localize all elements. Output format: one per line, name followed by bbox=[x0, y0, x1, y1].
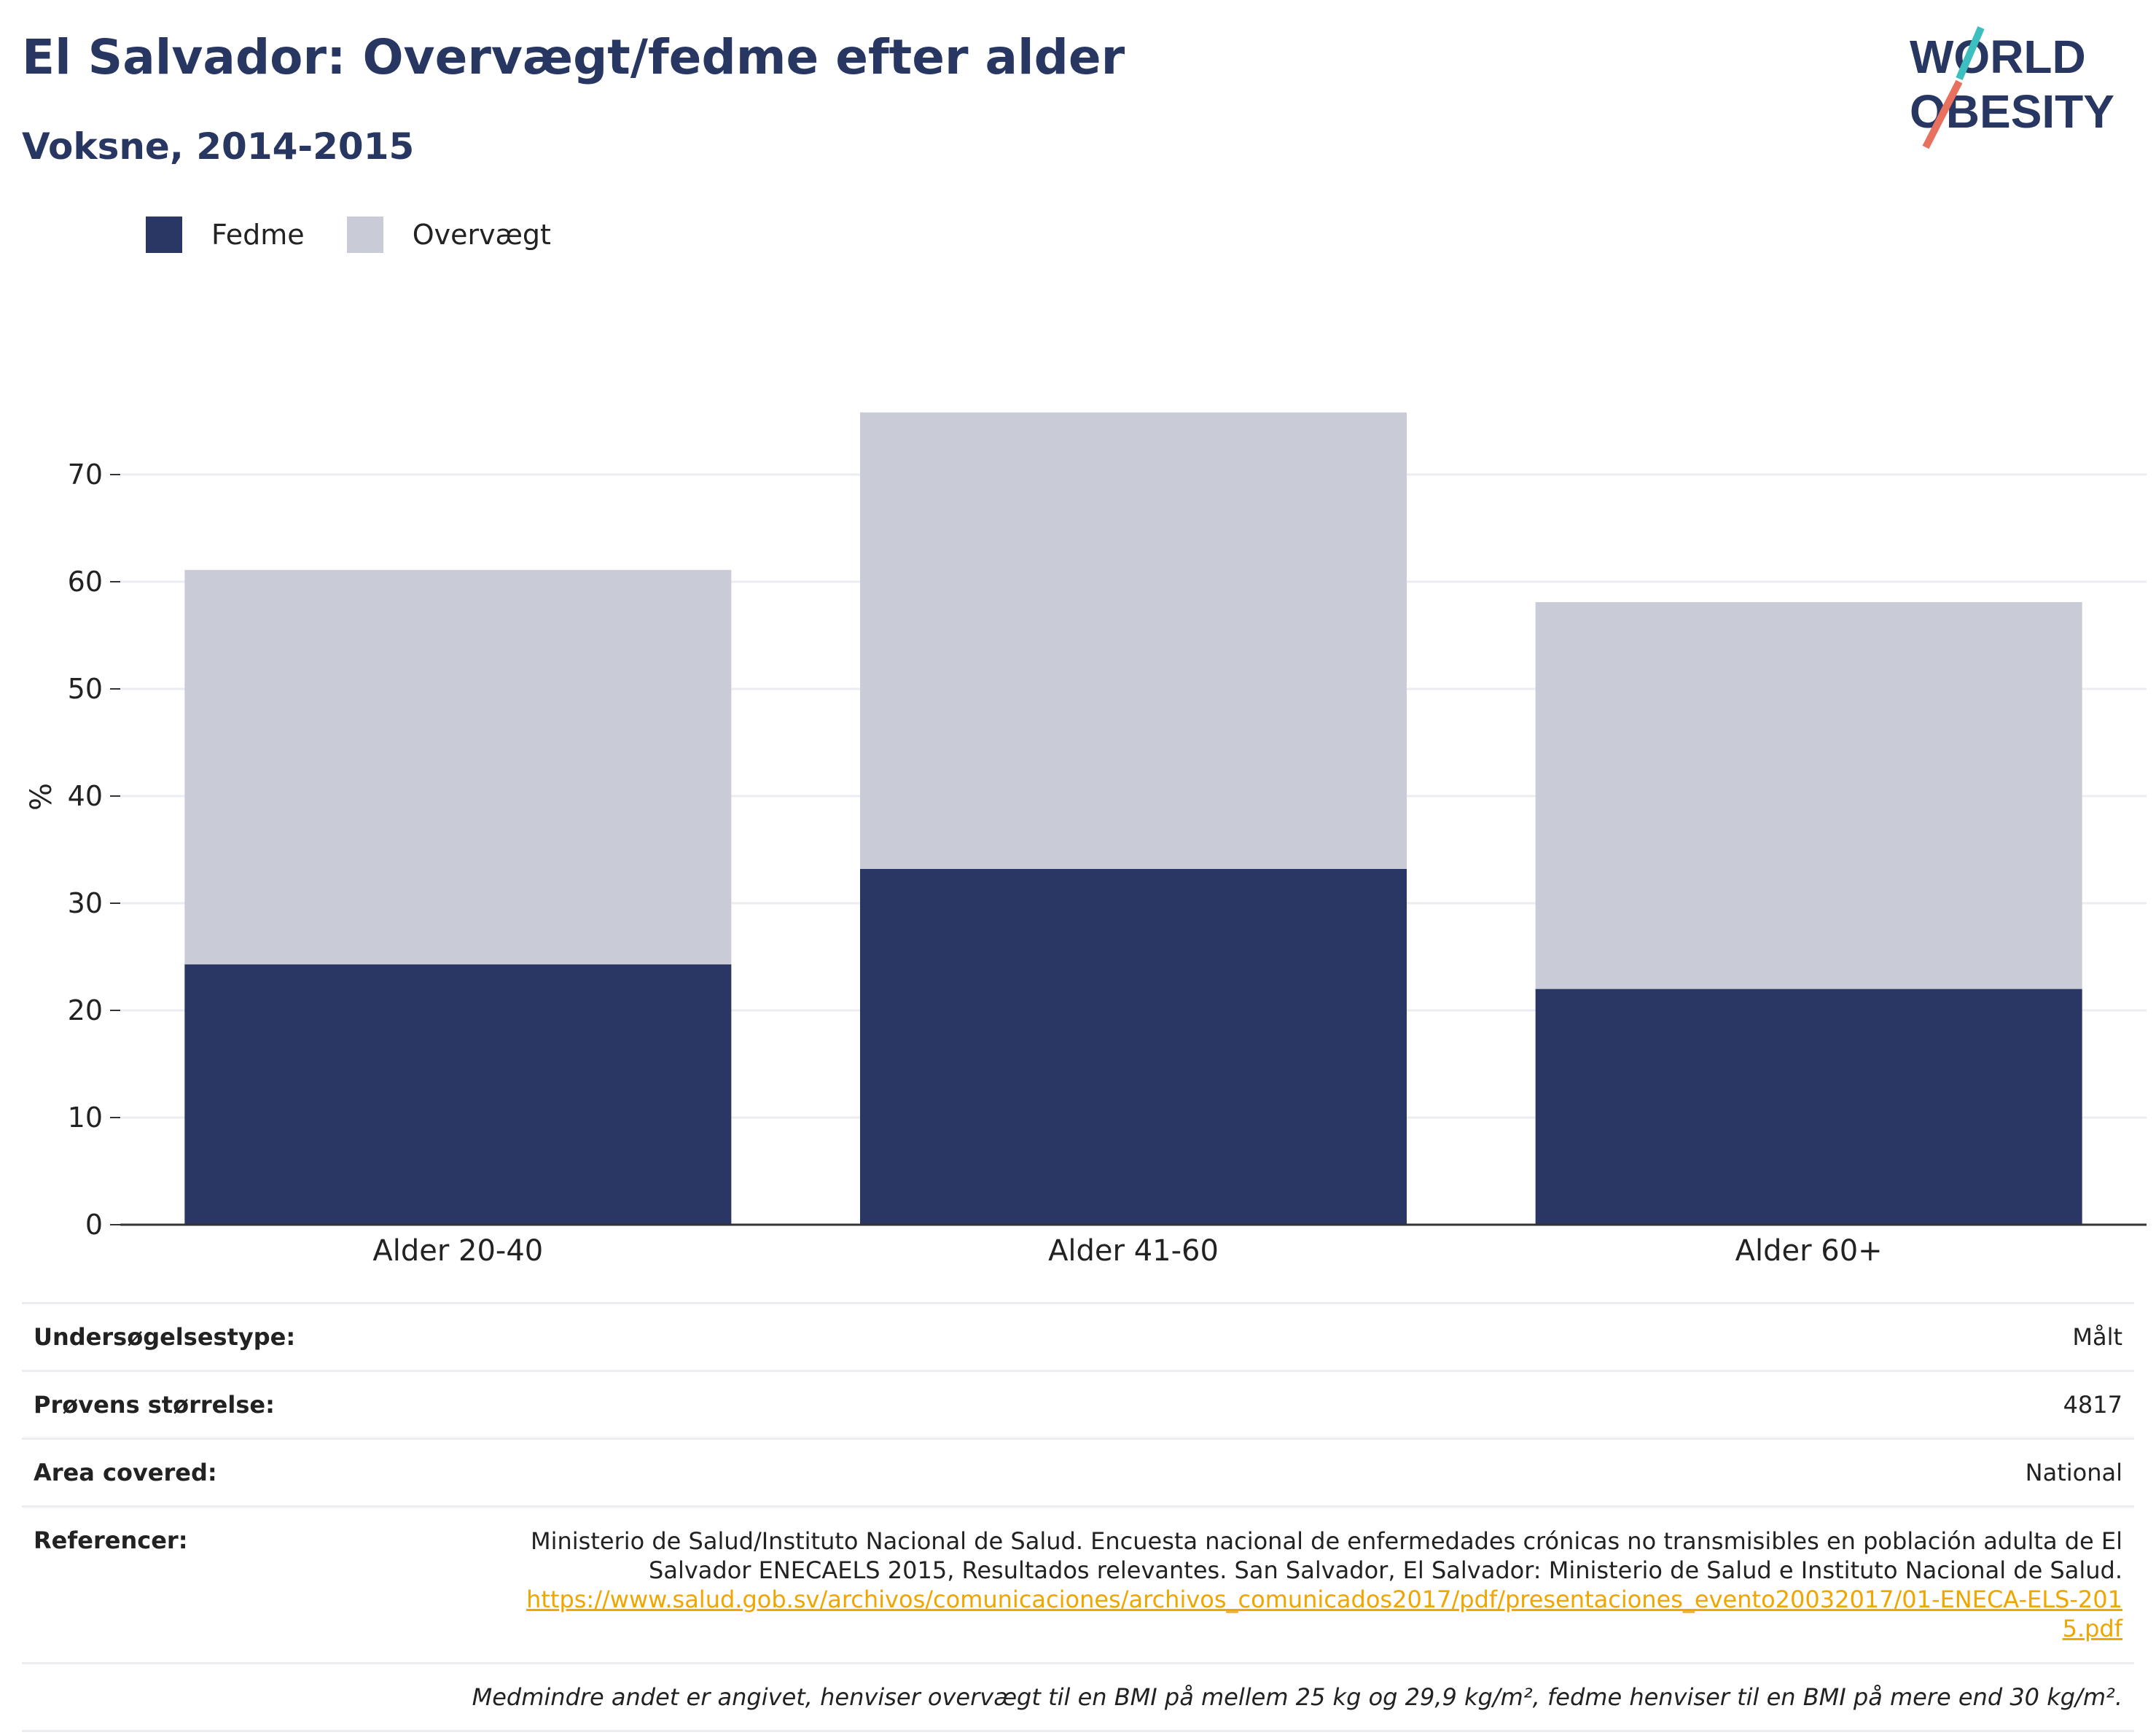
bar-chart: 0 10 20 30 40 50 60 70% Alder 20-40 Alder 41-60 Al… bbox=[25, 412, 2147, 1268]
y-tick-label: 10 bbox=[68, 1102, 103, 1134]
y-axis-label: % bbox=[25, 783, 58, 811]
references-link[interactable]: https://www.salud.gob.sv/archivos/comuni… bbox=[526, 1586, 2122, 1642]
x-tick-label: Alder 20-40 bbox=[372, 1234, 543, 1268]
sample-size-value: 4817 bbox=[2063, 1391, 2122, 1419]
legend-label-overvaegt: Overvægt bbox=[412, 219, 551, 251]
legend-item-fedme[interactable]: Fedme bbox=[146, 217, 305, 253]
y-tick-label: 0 bbox=[85, 1209, 103, 1241]
survey-type-row: Undersøgelsestype: Målt bbox=[22, 1302, 2134, 1370]
bar-overvaegt bbox=[860, 412, 1407, 869]
survey-type-label: Undersøgelsestype: bbox=[34, 1323, 296, 1351]
bar-fedme bbox=[1535, 989, 2082, 1225]
y-tick-label: 20 bbox=[68, 994, 103, 1026]
bmi-note: Medmindre andet er angivet, henviser ove… bbox=[22, 1662, 2134, 1732]
y-tick-label: 40 bbox=[68, 780, 103, 812]
x-tick-label: Alder 60+ bbox=[1735, 1234, 1883, 1268]
references-row: Referencer: Ministerio de Salud/Institut… bbox=[22, 1505, 2134, 1662]
references-label: Referencer: bbox=[34, 1527, 188, 1554]
bar-fedme bbox=[184, 964, 732, 1225]
chart-legend: Fedme Overvægt bbox=[146, 216, 593, 254]
survey-info-table: Undersøgelsestype: Målt Prøvens størrels… bbox=[22, 1302, 2134, 1732]
world-obesity-logo: WORLD OBESITY bbox=[1910, 26, 2114, 149]
bar-fedme bbox=[860, 868, 1407, 1225]
chart-subtitle: Voksne, 2014-2015 bbox=[22, 125, 415, 168]
area-label: Area covered: bbox=[34, 1459, 217, 1486]
area-row: Area covered: National bbox=[22, 1438, 2134, 1505]
survey-type-value: Målt bbox=[2072, 1323, 2122, 1351]
legend-swatch-overvaegt bbox=[346, 217, 383, 253]
references-text: Ministerio de Salud/Instituto Nacional d… bbox=[530, 1527, 2122, 1584]
y-tick-label: 50 bbox=[68, 673, 103, 705]
legend-item-overvaegt[interactable]: Overvægt bbox=[346, 217, 551, 253]
x-tick-label: Alder 41-60 bbox=[1048, 1234, 1219, 1268]
sample-size-row: Prøvens størrelse: 4817 bbox=[22, 1370, 2134, 1438]
sample-size-label: Prøvens størrelse: bbox=[34, 1391, 275, 1419]
area-value: National bbox=[2025, 1459, 2122, 1486]
y-tick-label: 70 bbox=[68, 459, 103, 491]
legend-swatch-fedme bbox=[146, 217, 182, 253]
bar-overvaegt bbox=[184, 569, 732, 964]
bar-overvaegt bbox=[1535, 601, 2082, 989]
legend-label-fedme: Fedme bbox=[211, 219, 305, 251]
y-tick-label: 30 bbox=[68, 887, 103, 919]
svg-text:WORLD: WORLD bbox=[1910, 31, 2086, 83]
y-tick-label: 60 bbox=[68, 566, 103, 598]
chart-title: El Salvador: Overvægt/fedme efter alder bbox=[22, 29, 1125, 85]
